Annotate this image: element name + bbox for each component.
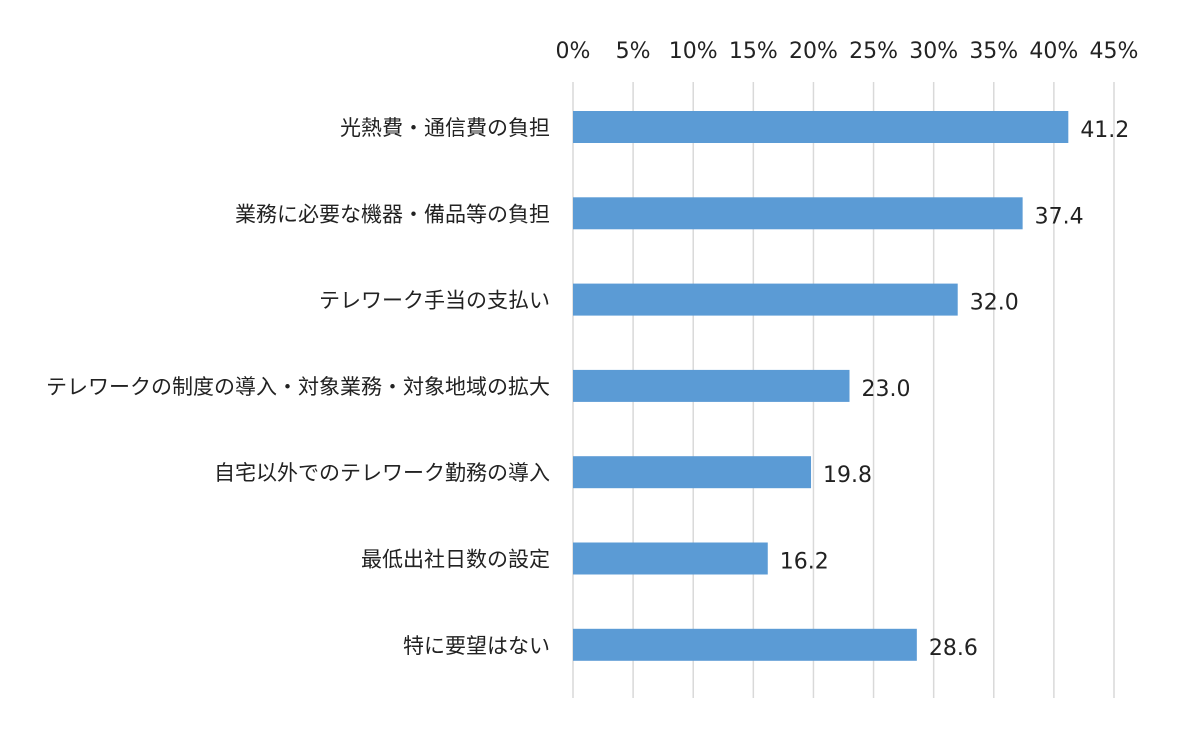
data-label: 19.8 [823,463,872,488]
category-label: 自宅以外でのテレワーク勤務の導入 [214,461,550,485]
x-tick-label: 35% [969,39,1018,64]
bar [573,369,850,402]
data-label: 16.2 [780,550,829,575]
category-label: 業務に必要な機器・備品等の負担 [235,202,550,226]
data-label: 32.0 [970,291,1019,316]
bar [573,111,1069,143]
data-label: 41.2 [1080,118,1129,143]
value-labels: 41.2 37.4 32.0 23.0 19.8 16.2 28.6 [780,118,1130,661]
category-label: テレワークの制度の導入・対象業務・対象地域の拡大 [46,375,550,399]
category-label: テレワーク手当の支払い [319,289,550,313]
category-labels: 光熱費・通信費の負担業務に必要な機器・備品等の負担テレワーク手当の支払いテレワー… [46,116,550,658]
category-label: 特に要望はない [403,634,550,658]
x-tick-label: 40% [1029,39,1078,64]
x-axis-tick-labels: 0% 5% 10% 15% 20% 25% 30% 35% 40% 45% [556,39,1139,64]
category-label: 最低出社日数の設定 [361,548,550,572]
bar [573,542,768,575]
bars [573,111,1069,661]
category-label: 光熱費・通信費の負担 [340,116,550,140]
bar [573,283,958,316]
x-tick-label: 10% [669,39,718,64]
bar [573,628,917,661]
data-label: 37.4 [1035,204,1084,229]
x-tick-label: 0% [556,39,591,64]
data-label: 28.6 [929,636,978,661]
x-tick-label: 5% [616,39,651,64]
data-label: 23.0 [862,377,911,402]
x-tick-label: 25% [849,39,898,64]
x-tick-label: 45% [1090,39,1139,64]
bar [573,197,1023,230]
x-tick-label: 30% [909,39,958,64]
x-tick-label: 20% [789,39,838,64]
bar [573,456,812,489]
x-tick-label: 15% [729,39,778,64]
